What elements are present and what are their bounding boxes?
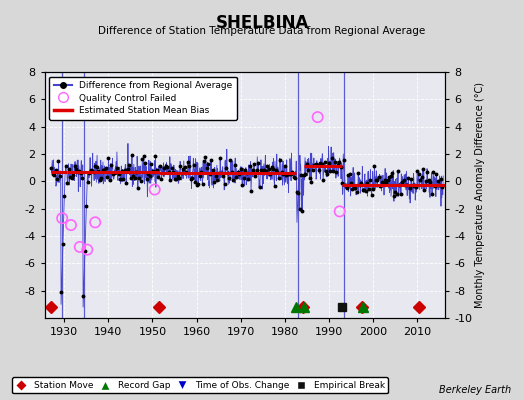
Point xyxy=(150,186,159,193)
Point xyxy=(67,222,75,228)
Text: Berkeley Earth: Berkeley Earth xyxy=(439,385,511,395)
Legend: Difference from Regional Average, Quality Control Failed, Estimated Station Mean: Difference from Regional Average, Qualit… xyxy=(49,76,237,120)
Text: SHELBINA: SHELBINA xyxy=(215,14,309,32)
Point xyxy=(91,219,100,226)
Point xyxy=(58,215,67,222)
Point xyxy=(335,208,344,214)
Point xyxy=(75,244,84,250)
Point xyxy=(83,246,92,253)
Text: Difference of Station Temperature Data from Regional Average: Difference of Station Temperature Data f… xyxy=(99,26,425,36)
Point xyxy=(313,114,322,120)
Legend: Station Move, Record Gap, Time of Obs. Change, Empirical Break: Station Move, Record Gap, Time of Obs. C… xyxy=(13,377,388,394)
Y-axis label: Monthly Temperature Anomaly Difference (°C): Monthly Temperature Anomaly Difference (… xyxy=(475,82,485,308)
